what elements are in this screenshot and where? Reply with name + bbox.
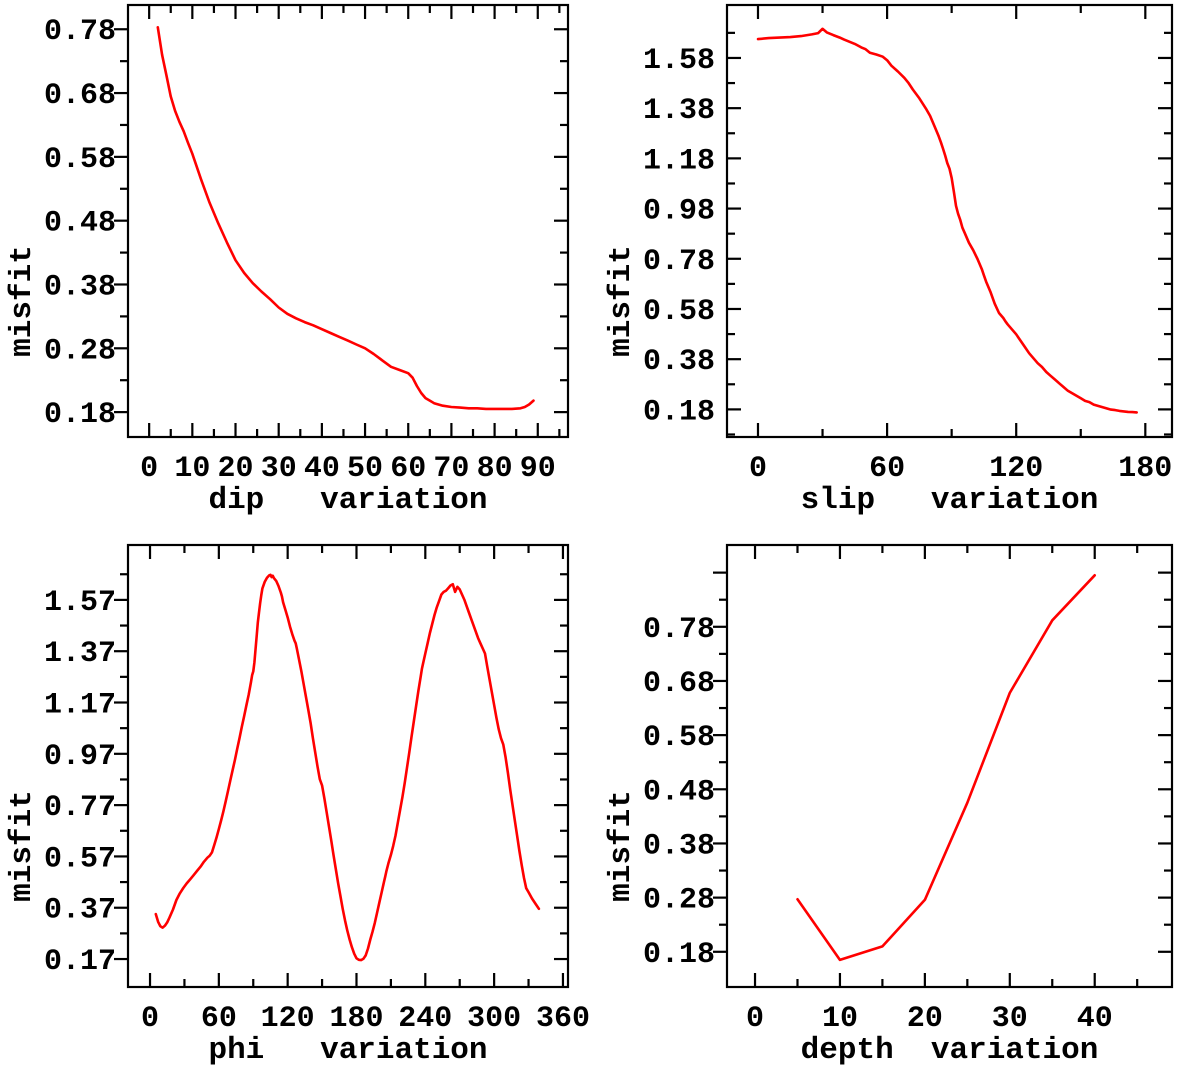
x-axis-title: depth variation	[801, 1033, 1099, 1068]
x-tick-label: 180	[329, 1002, 383, 1036]
y-tick-label: 0.58	[643, 295, 715, 329]
x-tick-label: 120	[989, 452, 1043, 486]
x-tick-label: 90	[520, 452, 556, 486]
x-tick-label: 40	[1077, 1002, 1113, 1036]
y-tick-label: 1.18	[643, 144, 715, 178]
dip-misfit-curve	[156, 26, 535, 411]
y-tick-label: 0.17	[44, 945, 116, 979]
x-tick-label: 60	[869, 452, 905, 486]
x-tick-label: 180	[1118, 452, 1172, 486]
x-axis-title: slip variation	[801, 483, 1099, 518]
y-axis-title: misfit	[604, 790, 639, 902]
y-tick-label: 0.48	[44, 207, 116, 241]
y-tick-label: 0.78	[44, 15, 116, 49]
y-tick-label: 0.78	[643, 245, 715, 279]
x-tick-label: 60	[390, 452, 426, 486]
x-tick-label: 240	[398, 1002, 452, 1036]
y-tick-label: 1.38	[643, 94, 715, 128]
x-tick-label: 30	[261, 452, 297, 486]
plot-frame	[126, 3, 570, 439]
chart-depth-variation: 0 10 20 30 40 0.18 0.28 0.38 0.48 0.58 0.68 0.78 dep…	[604, 543, 1174, 1068]
x-tick-label: 360	[536, 1002, 590, 1036]
x-tick-label: 300	[467, 1002, 521, 1036]
x-tick-label: 10	[822, 1002, 858, 1036]
y-tick-label: 0.38	[643, 345, 715, 379]
y-axis-title: misfit	[604, 245, 639, 357]
y-tick-label: 0.58	[44, 143, 116, 177]
y-tick-label: 0.28	[44, 334, 116, 368]
y-tick-label: 1.58	[643, 44, 715, 78]
axis-ticks	[727, 5, 1172, 437]
y-tick-label: 0.38	[643, 829, 715, 863]
x-axis-title: phi variation	[208, 1033, 487, 1068]
chart-phi-variation: 0 60 120 180 240 300 360 0.17 0.37 0.57 0.77 0.97 1.…	[5, 543, 590, 1068]
y-tick-label: 1.17	[44, 689, 116, 723]
y-tick-label: 0.57	[44, 842, 116, 876]
y-tick-label: 0.38	[44, 270, 116, 304]
y-tick-label: 0.77	[44, 791, 116, 825]
phi-misfit-curve	[154, 573, 541, 962]
x-tick-label: 70	[433, 452, 469, 486]
x-tick-label: 120	[261, 1002, 315, 1036]
x-tick-label: 80	[477, 452, 513, 486]
x-tick-label: 40	[304, 452, 340, 486]
plot-frame	[725, 543, 1174, 989]
y-tick-label: 0.98	[643, 195, 715, 229]
x-tick-label: 0	[140, 452, 158, 486]
axis-ticks	[114, 5, 568, 437]
y-axis-title: misfit	[5, 245, 40, 357]
y-tick-label: 0.18	[643, 938, 715, 972]
slip-misfit-curve	[756, 27, 1138, 414]
x-tick-label: 0	[141, 1002, 159, 1036]
x-tick-label: 10	[174, 452, 210, 486]
axis-ticks	[114, 545, 568, 987]
x-tick-label: 20	[218, 452, 254, 486]
y-tick-label: 1.37	[44, 637, 116, 671]
y-tick-label: 0.18	[643, 395, 715, 429]
y-tick-label: 0.78	[643, 613, 715, 647]
x-tick-label: 30	[992, 1002, 1028, 1036]
y-tick-label: 0.68	[44, 79, 116, 113]
y-tick-label: 0.48	[643, 775, 715, 809]
y-tick-label: 0.68	[643, 667, 715, 701]
depth-misfit-curve	[796, 574, 1096, 962]
y-tick-label: 0.37	[44, 894, 116, 928]
plot-frame	[725, 3, 1174, 439]
y-tick-label: 0.18	[44, 398, 116, 432]
y-tick-label: 0.97	[44, 740, 116, 774]
y-tick-label: 0.28	[643, 884, 715, 918]
chart-dip-variation: 0 10 20 30 40 50 60 70 80 90 0.18 0.28 0.38 0.48 0.58 0…	[5, 3, 570, 518]
x-axis-title: dip variation	[208, 483, 487, 518]
x-tick-label: 50	[347, 452, 383, 486]
axis-ticks	[713, 545, 1172, 987]
x-tick-label: 0	[749, 452, 767, 486]
y-tick-label: 1.57	[44, 586, 116, 620]
y-tick-label: 0.58	[643, 721, 715, 755]
x-tick-label: 60	[201, 1002, 237, 1036]
x-tick-label: 0	[746, 1002, 764, 1036]
plot-frame	[126, 543, 570, 989]
chart-slip-variation: 0 60 120 180 0.18 0.38 0.58 0.78 0.98 1.18 1.38 1.5…	[604, 3, 1174, 518]
x-tick-label: 20	[907, 1002, 943, 1036]
y-axis-title: misfit	[5, 790, 40, 902]
